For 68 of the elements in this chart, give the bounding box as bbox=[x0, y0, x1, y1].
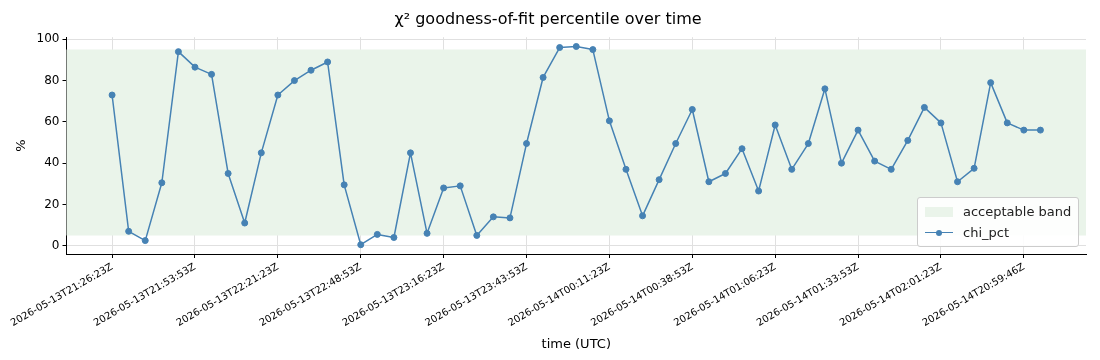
point bbox=[1036, 126, 1044, 134]
point bbox=[655, 176, 663, 184]
point bbox=[572, 42, 580, 50]
point bbox=[523, 140, 531, 148]
point bbox=[141, 237, 149, 245]
point bbox=[473, 231, 481, 239]
point bbox=[738, 145, 746, 153]
point bbox=[755, 187, 763, 195]
x-axis-title: time (UTC) bbox=[541, 335, 611, 351]
point bbox=[672, 140, 680, 148]
point bbox=[406, 149, 414, 157]
point bbox=[954, 178, 962, 186]
point bbox=[357, 241, 365, 249]
point bbox=[241, 219, 249, 227]
point bbox=[987, 79, 995, 87]
point bbox=[887, 165, 895, 173]
point bbox=[622, 165, 630, 173]
point bbox=[904, 136, 912, 144]
point bbox=[489, 213, 497, 221]
y-tick-label: 60 bbox=[44, 113, 60, 128]
point bbox=[556, 44, 564, 52]
point bbox=[788, 165, 796, 173]
y-tick-label: 40 bbox=[44, 155, 60, 170]
point bbox=[854, 126, 862, 134]
point bbox=[340, 181, 348, 189]
point bbox=[456, 182, 464, 190]
point bbox=[390, 234, 398, 241]
point bbox=[937, 119, 945, 127]
point bbox=[224, 169, 232, 177]
point bbox=[970, 164, 978, 172]
point bbox=[108, 91, 116, 99]
point bbox=[539, 73, 547, 81]
point bbox=[191, 63, 199, 71]
band-label: acceptable band bbox=[963, 204, 1072, 219]
point bbox=[290, 77, 298, 85]
point bbox=[605, 117, 613, 125]
chart-title: χ² goodness-of-fit percentile over time bbox=[394, 8, 702, 28]
point bbox=[158, 179, 166, 187]
point bbox=[1003, 119, 1011, 127]
point bbox=[871, 157, 879, 165]
point bbox=[307, 66, 315, 74]
point bbox=[440, 184, 448, 192]
y-tick-label: 0 bbox=[51, 237, 60, 252]
point bbox=[721, 169, 729, 177]
y-tick-label: 80 bbox=[44, 72, 60, 87]
point bbox=[804, 140, 812, 148]
point bbox=[506, 214, 514, 222]
point bbox=[423, 229, 431, 237]
point bbox=[639, 212, 647, 220]
point bbox=[688, 105, 696, 113]
point bbox=[373, 230, 381, 238]
y-tick-label: 100 bbox=[36, 31, 60, 46]
point bbox=[705, 178, 713, 186]
point bbox=[821, 85, 829, 93]
point bbox=[1020, 126, 1028, 134]
point bbox=[208, 70, 216, 78]
point bbox=[920, 103, 928, 111]
point bbox=[771, 121, 779, 129]
point bbox=[324, 58, 332, 66]
point bbox=[125, 227, 133, 235]
point bbox=[274, 91, 282, 99]
point bbox=[589, 46, 597, 54]
legend-label: chi_pct bbox=[963, 225, 1009, 240]
y-axis-title: % bbox=[13, 139, 29, 152]
point bbox=[837, 159, 845, 167]
y-tick-label: 20 bbox=[44, 196, 60, 211]
point bbox=[174, 48, 182, 56]
point bbox=[257, 149, 265, 157]
